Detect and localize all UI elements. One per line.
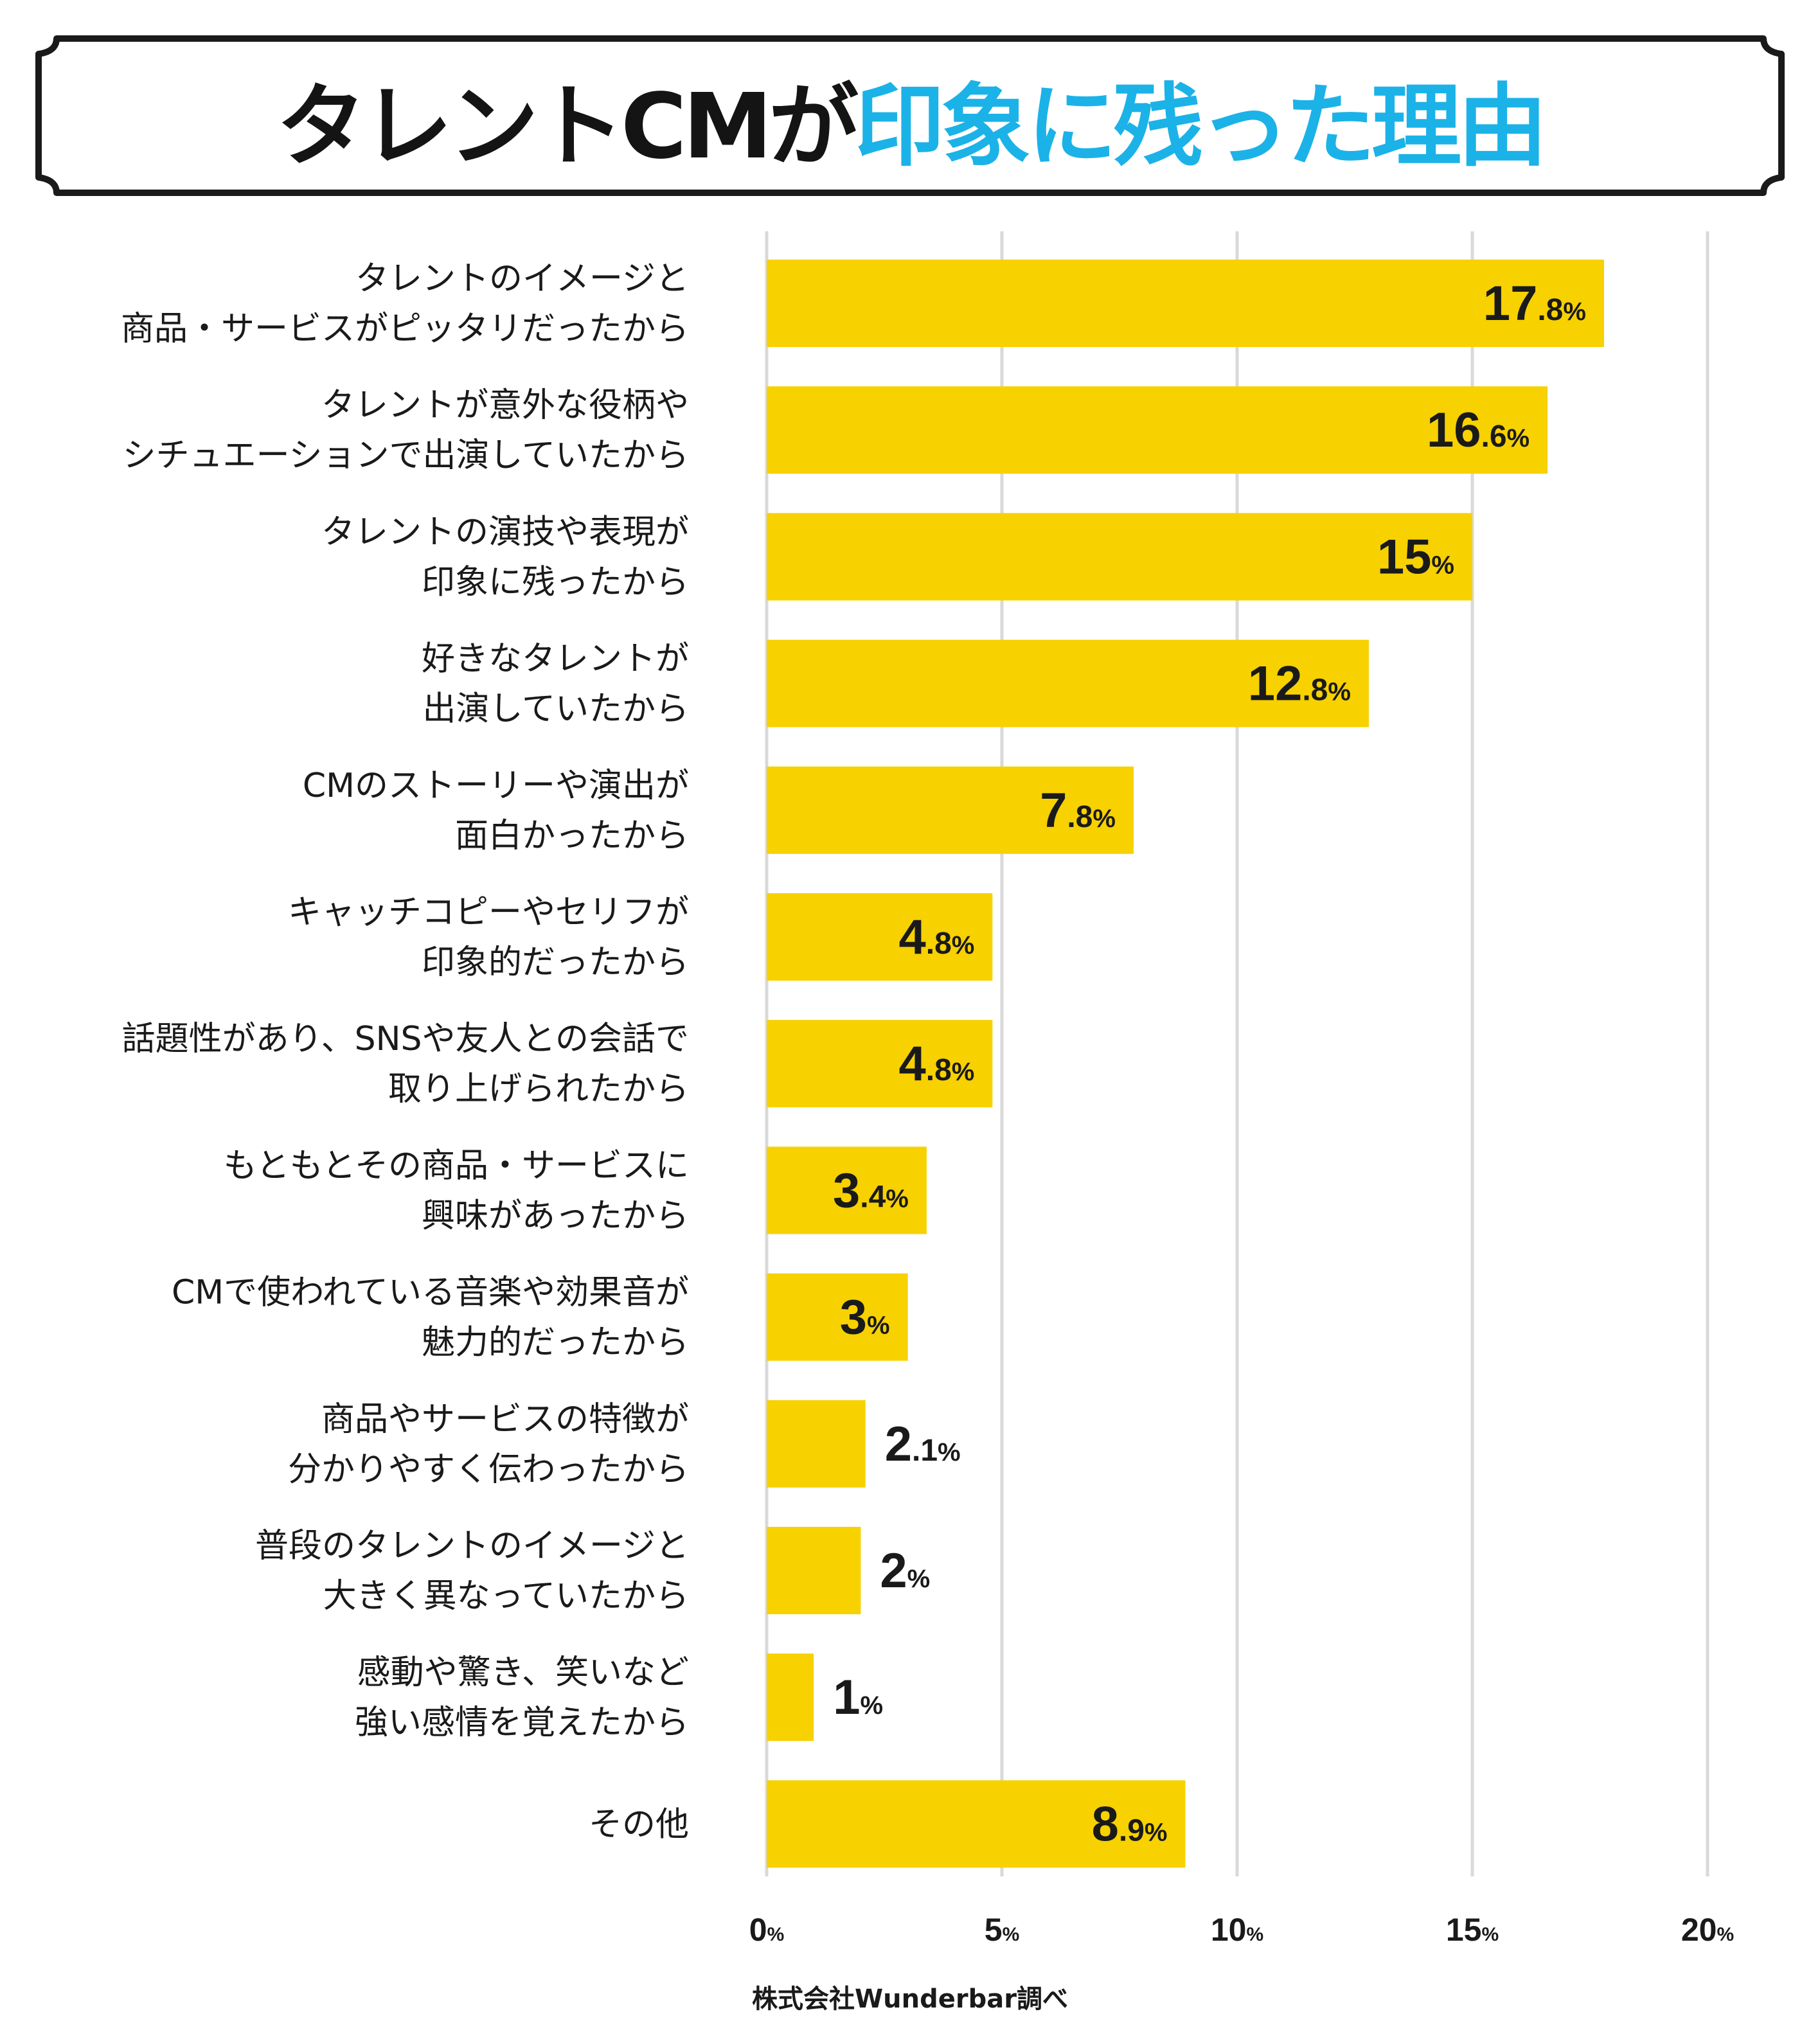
bar-value-label: 12.8% <box>1248 657 1351 711</box>
bar <box>767 1653 814 1741</box>
bar <box>767 386 1548 474</box>
category-label: 商品やサービスの特徴が分かりやすく伝わったから <box>288 1400 689 1489</box>
bar-value-label: 17.8% <box>1483 276 1586 331</box>
category-label: タレントが意外な役柄やシチュエーションで出演していたから <box>123 386 689 475</box>
category-label: タレントのイメージと商品・サービスがピッタリだったから <box>121 260 689 348</box>
bar <box>767 1527 861 1614</box>
source-footnote: 株式会社Wunderbar調べ <box>752 1984 1068 2014</box>
x-tick-label: 15% <box>1446 1912 1499 1948</box>
chart-title-part2: 印象に残った理由 <box>855 75 1548 179</box>
bar <box>767 260 1604 347</box>
category-label: CMのストーリーや演出が面白かったから <box>303 767 689 855</box>
chart-title: タレントCMが 印象に残った理由 <box>58 39 1762 199</box>
bar <box>767 1780 1186 1868</box>
category-label: 好きなタレントが出演していたから <box>422 640 689 729</box>
bar <box>767 1400 866 1488</box>
bar-value-label: 8.9% <box>1092 1797 1168 1851</box>
bar-value-label: 15% <box>1377 530 1454 584</box>
x-tick-label: 0% <box>749 1912 785 1948</box>
bar <box>767 1020 993 1108</box>
x-tick-label: 5% <box>985 1912 1020 1948</box>
bar <box>767 1273 908 1361</box>
bar-value-label: 7.8% <box>1040 783 1116 838</box>
bar <box>767 893 993 981</box>
category-label: 普段のタレントのイメージと大きく異なっていたから <box>255 1527 689 1616</box>
category-label: 感動や驚き、笑いなど強い感情を覚えたから <box>355 1653 689 1742</box>
bar-value-label: 4.8% <box>898 1037 974 1091</box>
category-label: 話題性があり、SNSや友人との会話で取り上げられたから <box>122 1020 689 1108</box>
bar-value-label: 4.8% <box>898 910 974 965</box>
x-tick-label: 20% <box>1681 1912 1734 1948</box>
title-banner-frame <box>35 35 1785 196</box>
bar <box>767 639 1369 727</box>
bar-value-label: 2.1% <box>885 1417 961 1472</box>
x-tick-label: 10% <box>1211 1912 1263 1948</box>
category-label: もともとその商品・サービスに興味があったから <box>224 1146 689 1235</box>
bar-value-label: 2% <box>880 1544 930 1598</box>
category-label: CMで使われている音楽や効果音が魅力的だったから <box>172 1274 689 1362</box>
bar-value-label: 3.4% <box>833 1163 909 1218</box>
bar <box>767 1146 927 1234</box>
category-label: その他 <box>589 1805 689 1844</box>
bar-value-label: 16.6% <box>1427 403 1530 458</box>
bar-value-label: 1% <box>833 1670 883 1725</box>
bar <box>767 766 1134 854</box>
chart-title-part1: タレントCMが <box>276 75 859 179</box>
category-label: キャッチコピーやセリフが印象的だったから <box>288 893 689 982</box>
category-label: タレントの演技や表現が印象に残ったから <box>321 513 689 601</box>
bar <box>767 513 1472 601</box>
bar-value-label: 3% <box>840 1290 890 1345</box>
